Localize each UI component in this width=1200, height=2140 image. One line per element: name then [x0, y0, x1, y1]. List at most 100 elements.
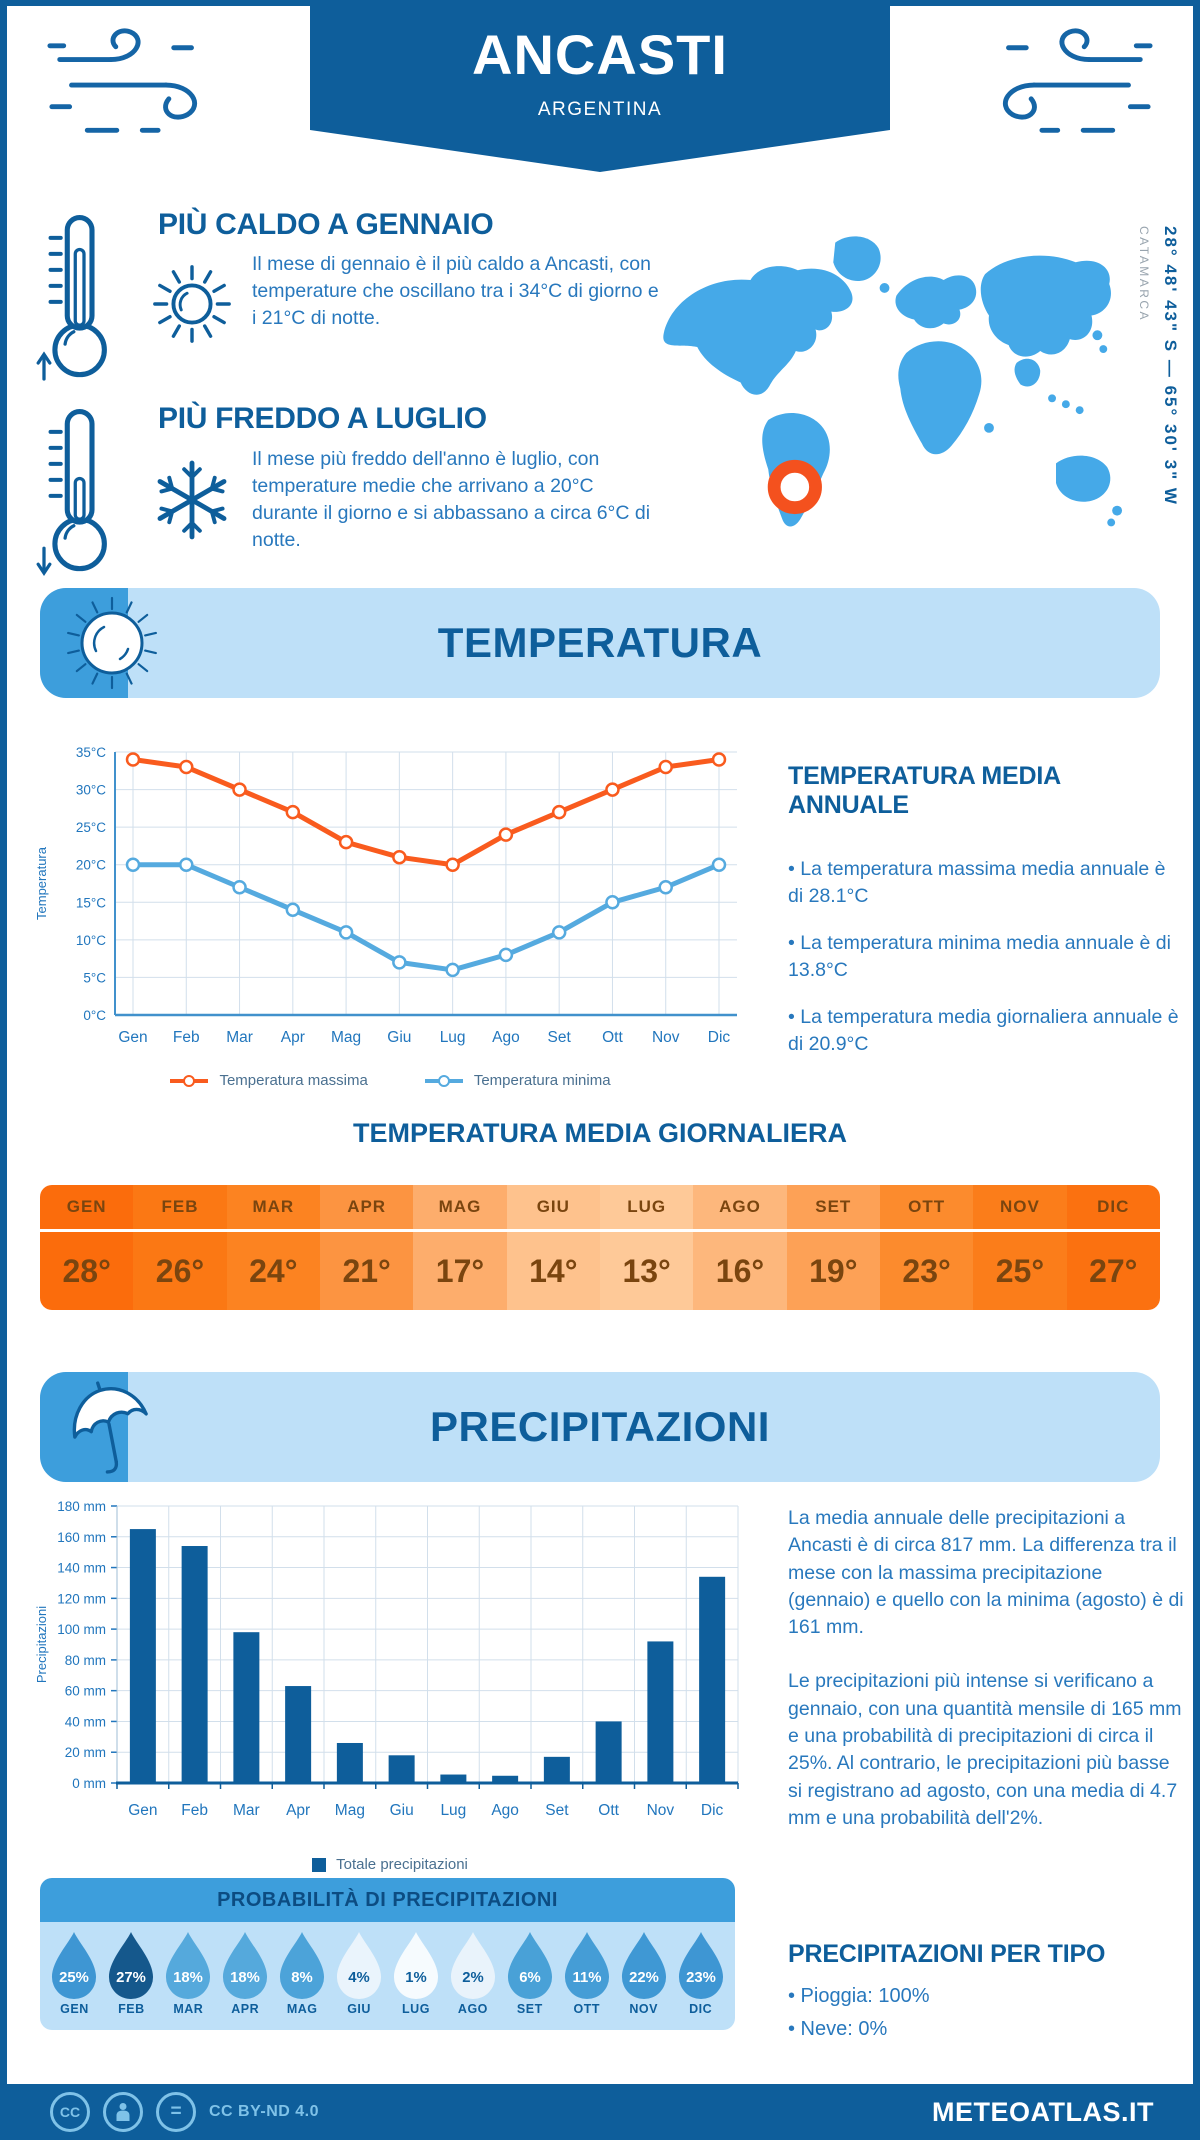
droplet-month-label: AGO	[457, 2002, 488, 2016]
svg-text:6%: 6%	[519, 1970, 540, 1986]
coordinates-label: 28° 48' 43" S — 65° 30' 3" W	[1161, 226, 1180, 506]
table-value-cell: 26°	[133, 1232, 227, 1310]
svg-text:Nov: Nov	[652, 1029, 680, 1046]
svg-text:Feb: Feb	[181, 1802, 208, 1819]
svg-text:25°C: 25°C	[76, 820, 106, 835]
legend-item-max: Temperatura massima	[169, 1072, 368, 1089]
table-month-cell: MAR	[226, 1185, 320, 1229]
droplet-month-label: SET	[516, 2002, 543, 2016]
svg-text:27%: 27%	[117, 1970, 147, 1986]
wind-icon	[47, 28, 198, 133]
svg-text:18%: 18%	[230, 1970, 260, 1986]
daily-temperature-table: GEN FEB MAR APR MAG GIU LUG AGO SET OTT NOV DIC 28°…	[40, 1185, 1160, 1310]
cold-month-text: Il mese più freddo dell'anno è luglio, c…	[252, 448, 651, 551]
droplet-icon: 1%	[393, 1931, 439, 2000]
svg-text:Ott: Ott	[602, 1029, 623, 1046]
table-month-cell: APR	[319, 1185, 414, 1229]
svg-text:Lug: Lug	[440, 1802, 466, 1819]
svg-text:22%: 22%	[629, 1970, 659, 1986]
table-value-cell: 16°	[693, 1232, 787, 1310]
svg-text:Mar: Mar	[233, 1802, 260, 1819]
svg-text:8%: 8%	[291, 1970, 312, 1986]
table-value-cell: 25°	[973, 1232, 1067, 1310]
droplet-month-label: GIU	[347, 2002, 371, 2016]
country-label: ARGENTINA	[537, 99, 663, 120]
droplet-month-label: LUG	[402, 2002, 430, 2016]
legend-item-min: Temperatura minima	[424, 1072, 611, 1089]
table-value-cell: 19°	[786, 1232, 880, 1310]
svg-text:18%: 18%	[173, 1970, 203, 1986]
table-value-cell: 28°	[40, 1232, 134, 1310]
probability-drop: 22% NOV	[615, 1931, 672, 2016]
precipitation-text: La media annuale delle precipitazioni a …	[788, 1505, 1186, 1832]
table-value-cell: 13°	[599, 1232, 694, 1310]
svg-text:Feb: Feb	[173, 1029, 200, 1046]
svg-text:20 mm: 20 mm	[65, 1745, 106, 1760]
svg-text:Lug: Lug	[440, 1029, 466, 1046]
svg-text:Nov: Nov	[647, 1802, 675, 1819]
svg-text:23%: 23%	[686, 1970, 716, 1986]
droplet-icon: 6%	[507, 1931, 552, 2000]
table-month-cell: LUG	[599, 1185, 694, 1229]
probability-drop: 2% AGO	[444, 1931, 501, 2016]
droplet-month-label: GEN	[60, 2002, 89, 2016]
precipitation-paragraph-2: Le precipitazioni più intense si verific…	[788, 1670, 1182, 1829]
thermometer-down-icon	[36, 409, 107, 576]
svg-text:Set: Set	[545, 1802, 569, 1819]
svg-text:140 mm: 140 mm	[57, 1561, 106, 1576]
droplet-icon: 22%	[621, 1931, 666, 2000]
snow-share-label: • Neve: 0%	[788, 2018, 888, 2040]
max-line-marker-icon	[170, 1074, 209, 1087]
svg-text:1%: 1%	[405, 1970, 426, 1986]
no-derivatives-icon: =	[156, 2092, 196, 2132]
table-value-cell: 14°	[506, 1232, 600, 1310]
svg-text:40 mm: 40 mm	[65, 1714, 106, 1729]
svg-text:Apr: Apr	[281, 1029, 305, 1046]
probability-drop: 6% SET	[501, 1931, 558, 2016]
probability-drop: 18% APR	[217, 1931, 274, 2016]
svg-text:Gen: Gen	[118, 1029, 147, 1046]
annual-bullet: • La temperatura massima media annuale è…	[788, 858, 1166, 907]
annual-bullet: • La temperatura media giornaliera annua…	[788, 1006, 1179, 1055]
svg-text:Set: Set	[548, 1029, 572, 1046]
svg-text:Dic: Dic	[701, 1802, 724, 1819]
probability-drop: 11% OTT	[558, 1931, 615, 2016]
daily-table-months: GEN FEB MAR APR MAG GIU LUG AGO SET OTT NOV DIC	[40, 1185, 1160, 1232]
droplet-month-label: MAR	[173, 2002, 204, 2016]
precipitation-section-banner: PRECIPITAZIONI	[40, 1372, 1160, 1482]
svg-text:Mag: Mag	[331, 1029, 361, 1046]
table-value-cell: 17°	[413, 1232, 507, 1310]
legend-max-label: Temperatura massima	[219, 1072, 368, 1089]
droplet-icon: 8%	[280, 1931, 325, 2000]
precipitation-section-title: PRECIPITAZIONI	[430, 1403, 770, 1450]
probability-drop: 23% DIC	[672, 1931, 729, 2016]
page-border-left	[0, 0, 7, 2140]
world-map	[663, 236, 1123, 527]
umbrella-icon	[72, 1381, 148, 1474]
table-month-cell: OTT	[879, 1185, 974, 1229]
svg-text:4%: 4%	[348, 1970, 369, 1986]
coordinates-block: 28° 48' 43" S — 65° 30' 3" W CATAMARCA	[1137, 226, 1180, 506]
probability-body: 25% GEN 27% FEB 18% MAR 18% APR 8% MAG 4% GIU 1% LUG 2…	[40, 1922, 735, 2030]
sun-icon	[153, 265, 231, 343]
page-border-right	[1193, 0, 1200, 2140]
table-month-cell: SET	[786, 1185, 880, 1229]
table-value-cell: 27°	[1066, 1232, 1160, 1310]
temperature-section-banner: TEMPERATURA	[40, 588, 1160, 698]
table-month-cell: NOV	[973, 1185, 1067, 1229]
svg-text:Mag: Mag	[335, 1802, 365, 1819]
svg-text:Giu: Giu	[387, 1029, 411, 1046]
legend-item-total: Totale precipitazioni	[312, 1856, 468, 1873]
droplet-icon: 18%	[166, 1931, 211, 2000]
header-banner-point	[310, 130, 890, 172]
cold-month-title: PIÙ FREDDO A LUGLIO	[158, 402, 487, 435]
svg-text:25%: 25%	[60, 1970, 90, 1986]
svg-text:160 mm: 160 mm	[57, 1530, 106, 1545]
probability-panel: PROBABILITÀ DI PRECIPITAZIONI 25% GEN 27% F…	[40, 1878, 735, 2030]
brand-label: METEOATLAS.IT	[932, 2096, 1154, 2127]
probability-drop: 4% GIU	[331, 1931, 388, 2016]
precipitation-type: PRECIPITAZIONI PER TIPO • Pioggia: 100% …	[788, 1940, 1183, 2051]
probability-drop: 18% MAR	[160, 1931, 217, 2016]
svg-text:60 mm: 60 mm	[65, 1684, 106, 1699]
